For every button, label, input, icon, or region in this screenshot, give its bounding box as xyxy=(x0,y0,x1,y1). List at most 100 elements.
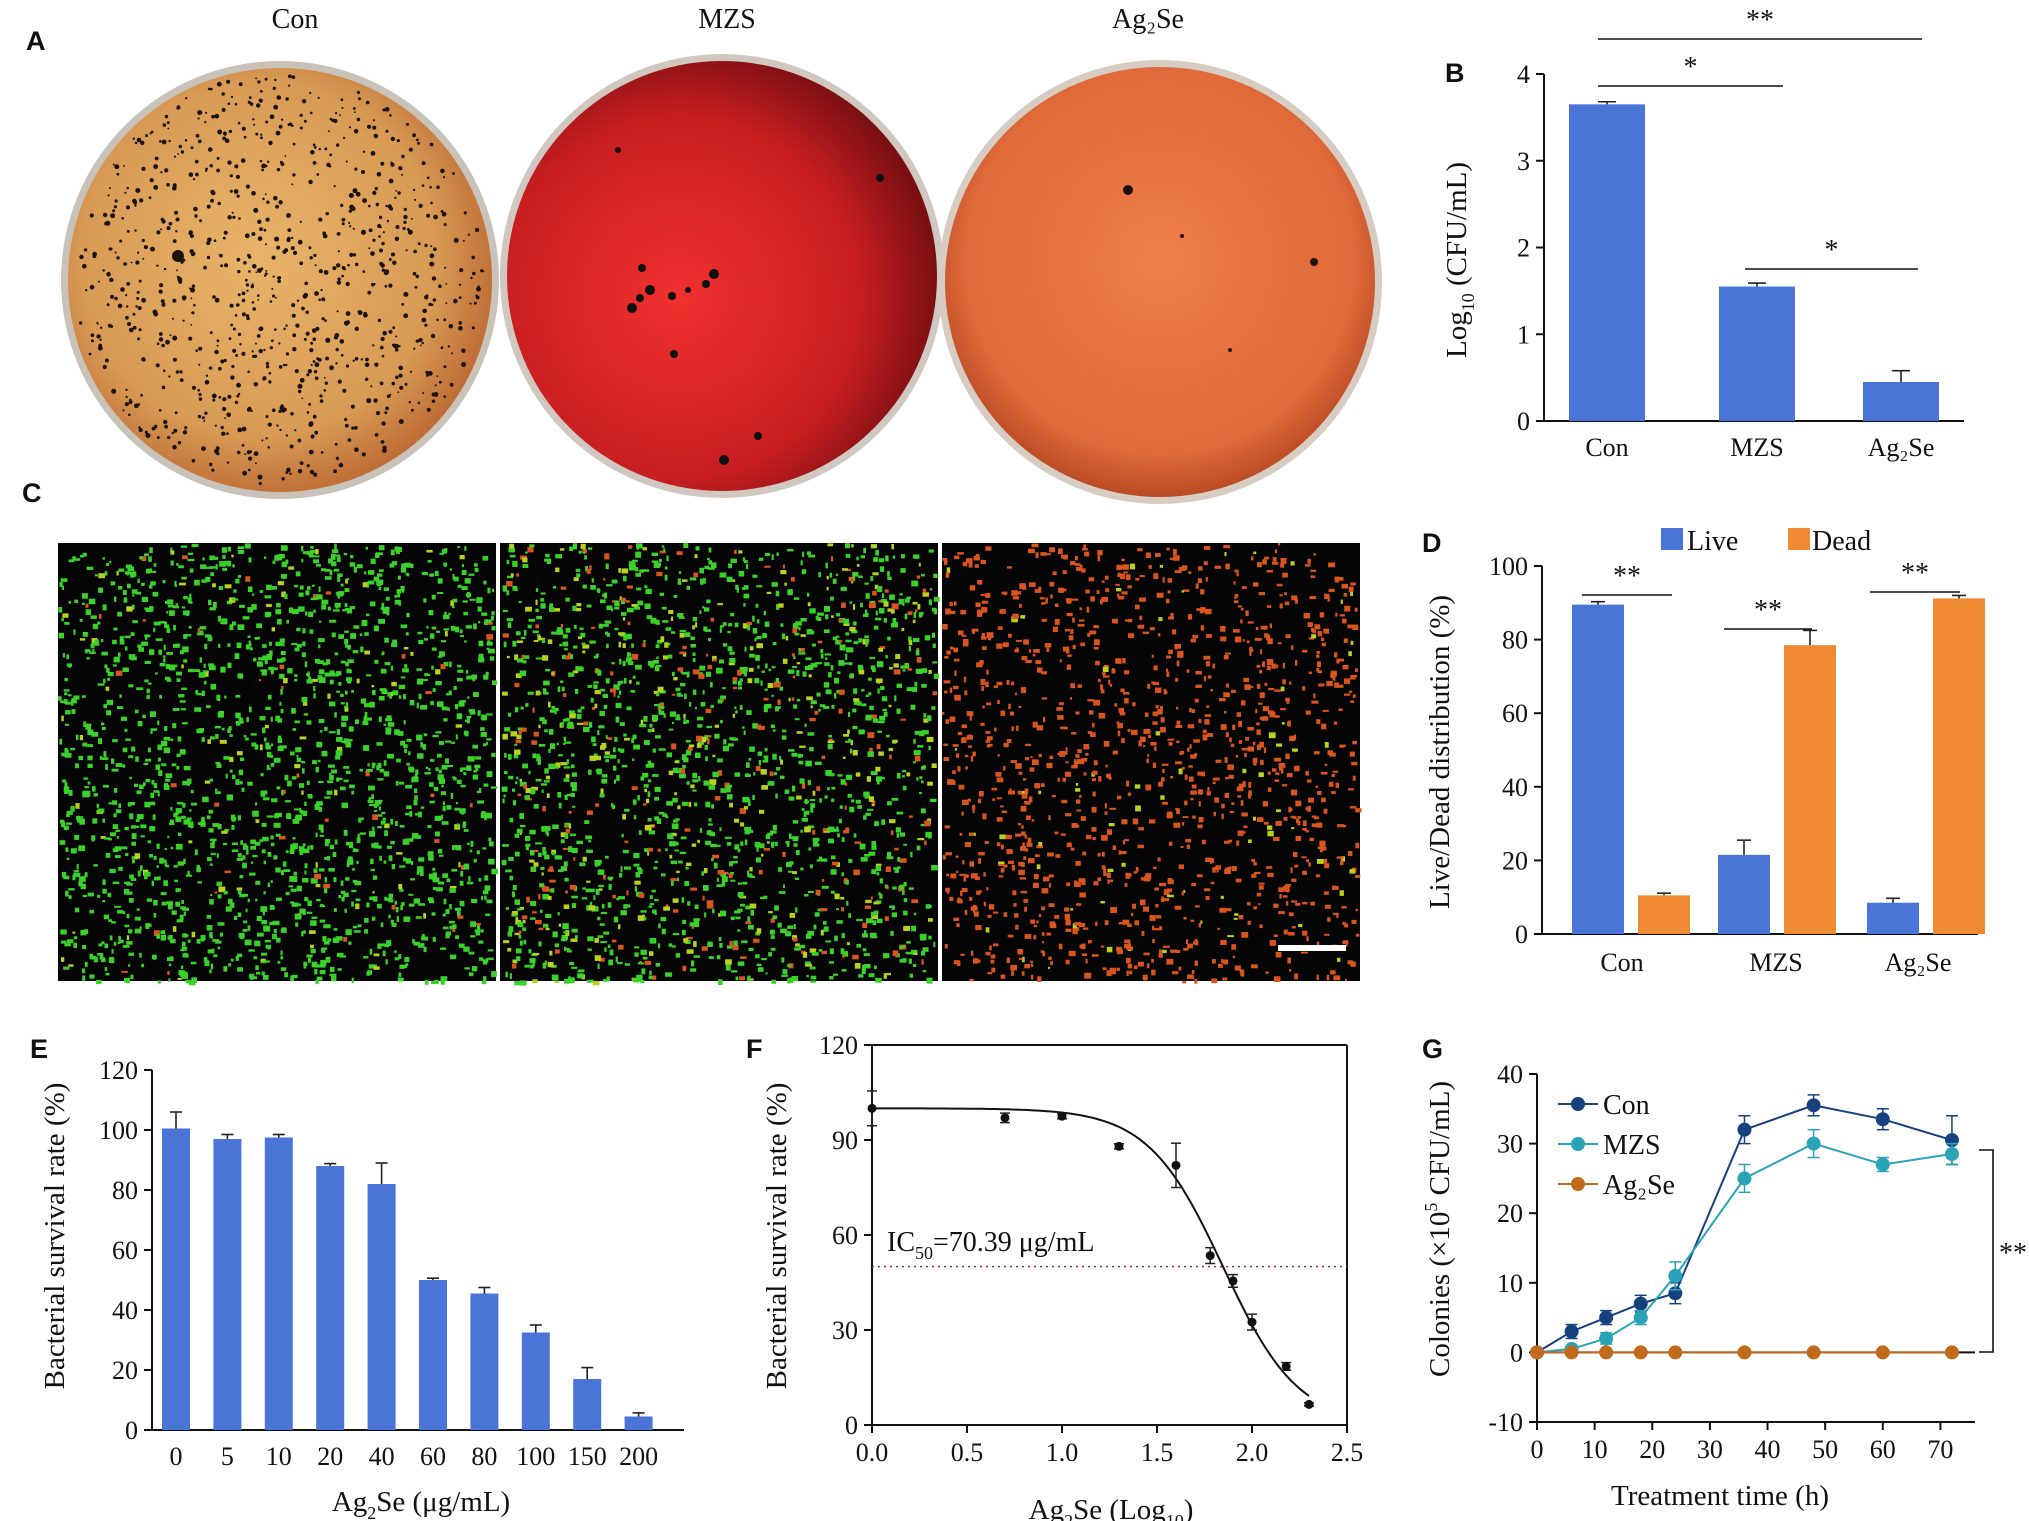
cell xyxy=(600,788,604,795)
colony xyxy=(189,287,191,290)
cell xyxy=(280,651,286,655)
cell xyxy=(64,943,71,947)
colony xyxy=(403,214,408,220)
cell xyxy=(871,869,877,874)
cell xyxy=(368,785,375,791)
cell xyxy=(168,935,173,941)
cell xyxy=(661,606,667,610)
cell xyxy=(844,805,847,810)
cell xyxy=(672,722,675,725)
cell xyxy=(664,574,668,581)
cell xyxy=(167,604,175,608)
colony xyxy=(418,203,423,208)
colony xyxy=(709,269,719,279)
cell xyxy=(565,828,570,834)
cell xyxy=(547,962,554,968)
cell xyxy=(411,833,419,839)
cell xyxy=(478,878,482,882)
cell xyxy=(578,636,582,640)
cell xyxy=(584,555,587,560)
cell xyxy=(636,551,641,554)
cell xyxy=(823,926,829,932)
cell xyxy=(337,777,343,781)
cell xyxy=(753,772,756,776)
cell xyxy=(544,768,549,774)
cell xyxy=(810,705,813,709)
cell xyxy=(577,973,584,979)
cell xyxy=(394,599,401,605)
cell xyxy=(440,814,444,820)
cell xyxy=(845,543,850,549)
cell xyxy=(525,788,533,794)
cell xyxy=(872,920,877,926)
cell xyxy=(747,829,754,833)
cell xyxy=(216,763,222,768)
cell xyxy=(187,939,191,943)
cell xyxy=(146,694,150,699)
colony xyxy=(352,188,358,194)
cell xyxy=(635,872,641,878)
cell xyxy=(752,794,755,800)
cell xyxy=(853,869,860,876)
colony xyxy=(388,329,393,334)
cell xyxy=(400,905,403,911)
cell xyxy=(403,647,409,650)
colony xyxy=(216,81,222,87)
cell xyxy=(542,846,546,851)
cell xyxy=(226,794,233,801)
cell xyxy=(518,930,522,935)
cell xyxy=(696,716,704,721)
colony xyxy=(253,451,259,457)
cell xyxy=(82,552,87,557)
colony xyxy=(188,172,194,177)
cell xyxy=(318,586,321,592)
colony xyxy=(447,345,451,348)
colony xyxy=(366,398,372,404)
colony xyxy=(312,161,317,165)
cell xyxy=(320,827,324,833)
cell xyxy=(423,598,427,603)
cell xyxy=(68,790,73,796)
cell xyxy=(889,754,892,760)
cell xyxy=(217,824,222,830)
cell xyxy=(1280,767,1284,774)
colony xyxy=(354,167,358,171)
cell xyxy=(870,771,878,776)
cell xyxy=(336,777,340,782)
cell xyxy=(125,853,129,857)
cell xyxy=(366,902,370,908)
cell xyxy=(226,560,232,567)
cell xyxy=(736,587,739,593)
cell xyxy=(919,730,925,737)
cell xyxy=(318,677,326,683)
cell xyxy=(170,783,177,788)
cell xyxy=(792,937,798,942)
cell xyxy=(347,659,354,663)
colony xyxy=(402,226,406,231)
cell xyxy=(549,879,556,883)
cell xyxy=(318,719,325,724)
cell xyxy=(596,768,602,775)
cell xyxy=(1195,583,1199,589)
cell xyxy=(206,857,212,862)
colony xyxy=(341,217,346,222)
colony xyxy=(168,375,171,378)
cell xyxy=(585,835,593,840)
cell xyxy=(63,966,70,970)
cell xyxy=(168,963,172,967)
colony xyxy=(241,443,245,447)
colony xyxy=(216,168,221,173)
cell xyxy=(757,967,764,972)
cell xyxy=(678,773,686,779)
colony xyxy=(356,90,361,95)
cell xyxy=(527,547,534,553)
cell xyxy=(78,755,84,761)
cell xyxy=(385,959,388,965)
cell xyxy=(314,659,320,664)
cell xyxy=(744,826,752,831)
cell xyxy=(758,869,763,875)
cell xyxy=(932,643,936,648)
cell xyxy=(812,790,816,796)
colony xyxy=(275,130,281,136)
